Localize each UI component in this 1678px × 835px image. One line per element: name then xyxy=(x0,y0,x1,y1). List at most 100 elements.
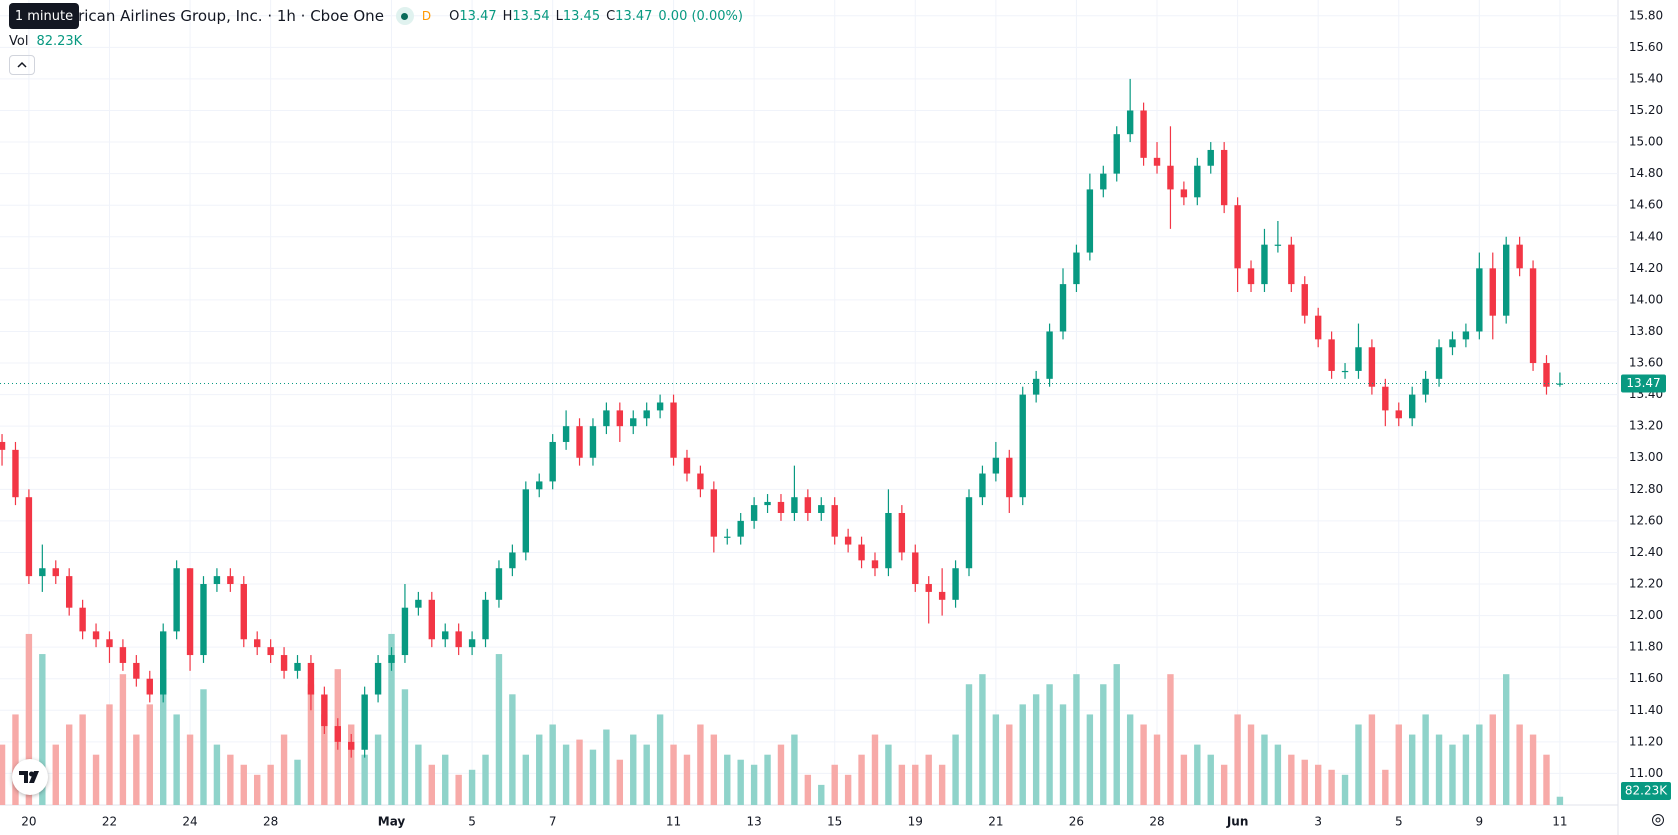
tooltip: 1 minute xyxy=(9,3,79,29)
settings-icon[interactable] xyxy=(1650,812,1666,828)
volume-bar xyxy=(697,724,704,805)
ohlc-value: 13.47 xyxy=(615,8,653,24)
candle-body xyxy=(616,410,624,427)
volume-badge xyxy=(1621,782,1671,800)
candle-body xyxy=(670,402,677,458)
candle-body xyxy=(495,568,503,600)
candle-body xyxy=(1489,268,1496,316)
candle-body xyxy=(710,489,718,537)
collapse-button[interactable] xyxy=(9,55,35,75)
volume-title: Vol xyxy=(9,33,29,49)
candle-body xyxy=(1247,268,1255,285)
volume-bar xyxy=(979,674,986,805)
volume-bar xyxy=(1435,734,1443,805)
volume-bar xyxy=(804,774,812,805)
volume-bar xyxy=(1086,714,1094,805)
candle-body xyxy=(643,410,650,419)
y-tick-label: 15.60 xyxy=(1629,40,1663,54)
candle-body xyxy=(979,473,986,498)
candle-body xyxy=(965,497,973,569)
volume-bar xyxy=(65,724,73,805)
volume-bar xyxy=(1220,764,1228,805)
volume-bar xyxy=(1006,724,1013,805)
volume-bar xyxy=(106,704,113,805)
volume-bar xyxy=(1422,714,1429,805)
volume-bar xyxy=(965,684,973,805)
volume-badge-label: 82.23K xyxy=(1625,784,1668,798)
x-tick-label: 13 xyxy=(746,815,761,829)
y-tick-label: 12.40 xyxy=(1629,545,1663,559)
volume-bar xyxy=(1153,734,1161,805)
candle-body xyxy=(200,584,207,656)
y-tick-label: 11.20 xyxy=(1629,734,1663,748)
candle-body xyxy=(925,584,932,592)
volume-bar xyxy=(724,754,731,805)
candle-body xyxy=(79,607,86,632)
volume-bar xyxy=(643,744,650,805)
y-tick-label: 13.60 xyxy=(1629,356,1663,370)
y-tick-label: 15.20 xyxy=(1629,103,1663,117)
candle-body xyxy=(1408,394,1416,419)
volume-bar xyxy=(522,754,530,805)
volume-bar xyxy=(656,714,664,805)
ohlc-label: O xyxy=(449,8,460,24)
volume-bar xyxy=(186,734,194,805)
candle-body xyxy=(831,505,838,537)
ohlc-label: L xyxy=(555,8,563,24)
candle-body xyxy=(1140,110,1147,158)
x-tick-label: Jun xyxy=(1226,815,1249,829)
volume-bar xyxy=(831,764,838,805)
candle-body xyxy=(737,520,744,537)
volume-bar xyxy=(603,729,610,805)
volume-bar xyxy=(952,734,959,805)
candle-body xyxy=(1543,363,1550,387)
ohlc-label: C xyxy=(606,8,616,24)
x-tick-label: 7 xyxy=(549,815,557,829)
candle-body xyxy=(361,694,368,750)
volume-bar xyxy=(1503,674,1510,805)
candle-body xyxy=(321,694,328,727)
candle-body xyxy=(388,655,395,663)
candle-body xyxy=(25,497,33,577)
candle-body xyxy=(455,631,462,648)
volume-bar xyxy=(388,633,395,805)
header: American Airlines Group, Inc. · 1h · Cbo… xyxy=(0,0,743,32)
volume-bar xyxy=(1489,714,1496,805)
y-tick-label: 14.80 xyxy=(1629,166,1663,180)
candle-body xyxy=(1328,339,1335,371)
volume-bar xyxy=(1301,759,1308,805)
status-dot xyxy=(395,7,414,25)
candle-body xyxy=(1395,410,1402,419)
x-tick-label: 5 xyxy=(1395,815,1403,829)
volume-bar xyxy=(1556,796,1564,805)
logo[interactable] xyxy=(12,759,48,795)
volume-bar xyxy=(1046,684,1053,805)
symbol-title[interactable]: American Airlines Group, Inc. · 1h · Cbo… xyxy=(44,7,384,25)
ohlc-value: 13.47 xyxy=(459,8,497,24)
volume-bar xyxy=(428,764,435,805)
candle-body xyxy=(1435,347,1443,379)
volume-bar xyxy=(267,764,274,805)
volume-bar xyxy=(495,654,503,805)
volume-bar xyxy=(710,734,718,805)
candle-body xyxy=(1126,110,1134,135)
volume-bar xyxy=(1314,764,1322,805)
candle-body xyxy=(133,662,140,679)
volume-bar xyxy=(1543,754,1550,805)
candle-body xyxy=(844,536,852,545)
candle-body xyxy=(92,631,100,640)
candle-body xyxy=(1220,149,1228,206)
volume-bar xyxy=(898,764,906,805)
candle-body xyxy=(1449,339,1456,348)
candle-body xyxy=(562,426,570,442)
change: 0.00 (0.00%) xyxy=(658,8,743,24)
volume-bar xyxy=(12,714,19,805)
y-tick-label: 13.00 xyxy=(1629,450,1663,464)
candle-body xyxy=(227,576,234,585)
candle-body xyxy=(428,599,435,640)
volume-bar xyxy=(1288,754,1295,805)
y-tick-label: 15.00 xyxy=(1629,135,1663,149)
candle-body xyxy=(1422,378,1429,395)
volume-bar xyxy=(133,734,140,805)
volume-bar xyxy=(1113,664,1120,805)
